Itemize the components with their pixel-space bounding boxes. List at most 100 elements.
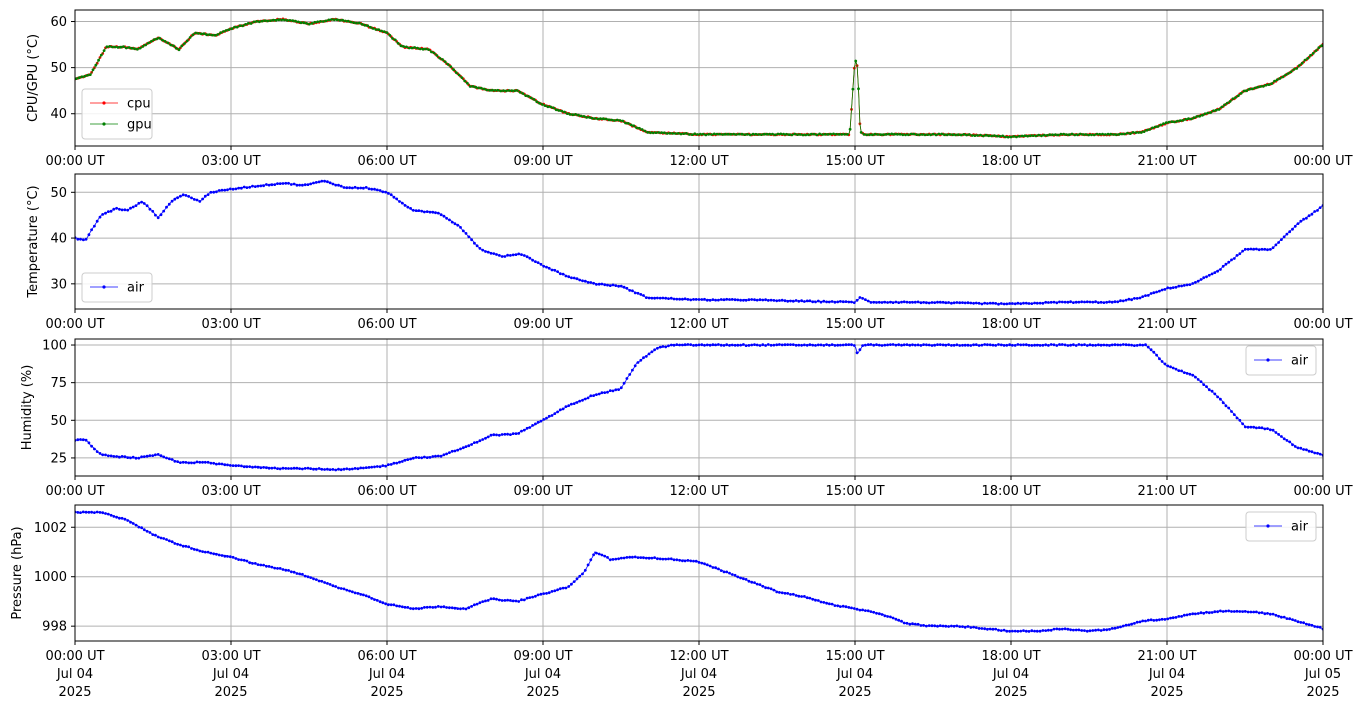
data-point [348,467,351,471]
data-point [869,343,873,346]
data-point [1035,301,1039,305]
data-point [467,444,471,448]
data-point [470,238,473,242]
data-point [242,185,246,189]
data-point [76,438,80,442]
data-point [468,85,472,88]
data-point [1144,343,1147,347]
data-point [715,132,719,136]
data-point [592,394,595,397]
data-point [803,343,806,347]
data-point [532,98,536,101]
data-point [861,344,864,347]
data-point [600,391,604,395]
data-point [633,291,637,295]
x-tick-label: 18:00 UT [981,649,1040,664]
data-point [525,426,529,430]
data-point [672,343,676,347]
data-point [897,343,901,347]
data-point [873,132,877,136]
data-point [184,194,188,197]
data-point [1012,135,1016,138]
data-point [1113,300,1117,304]
data-point [943,133,946,137]
data-point [356,467,360,471]
data-point [636,361,640,364]
data-point [578,399,582,403]
data-point [252,20,256,24]
x-tick-date-label: Jul 04 [524,667,561,682]
data-point [511,432,515,435]
data-point [980,302,984,306]
data-point [687,133,691,136]
data-point [414,607,418,610]
data-point [277,18,281,22]
data-point [833,344,837,347]
data-point [1091,629,1095,632]
data-point [984,133,988,137]
data-point [589,558,593,562]
data-point [1181,119,1185,122]
data-point [945,133,949,137]
data-point [1227,406,1231,410]
data-point [1238,610,1242,613]
data-point [1085,344,1089,347]
data-point [1316,451,1319,455]
data-point [1090,133,1093,137]
data-point [187,461,191,465]
y-tick-label: 75 [50,376,67,391]
data-point [913,300,917,304]
data-point [1224,262,1228,266]
x-tick-label: 09:00 UT [513,317,572,332]
y-tick-label: 998 [42,620,67,635]
data-point [474,85,478,89]
data-point [1087,133,1091,137]
data-point [764,344,767,347]
data-point [140,526,144,530]
data-point [858,608,862,612]
data-point [619,284,623,288]
data-point [162,455,166,459]
data-point [1277,433,1280,436]
data-point [256,184,260,188]
data-point [152,38,156,42]
data-point [883,343,887,347]
data-point [879,133,883,137]
data-point [531,595,534,599]
data-point [1238,252,1242,256]
data-point [345,186,349,190]
data-point [129,456,132,460]
data-point [553,268,557,272]
data-point [1212,109,1215,113]
data-point [511,253,515,257]
data-point [1134,131,1138,135]
data-point [406,458,410,461]
data-point [1216,395,1219,399]
data-point [154,213,157,217]
data-point [270,183,274,187]
data-point [958,301,962,305]
data-point [364,186,368,189]
data-point [170,540,174,544]
data-point [367,466,371,469]
x-tick-label: 00:00 UT [45,484,104,499]
data-point [979,133,982,137]
data-point [938,624,942,627]
data-point [1205,385,1208,388]
data-point [497,598,501,602]
data-point [592,281,595,285]
data-point [669,343,673,347]
data-point [262,184,265,188]
data-point [434,211,437,215]
data-point [156,453,160,456]
data-point [1313,210,1317,213]
data-point [801,133,805,137]
data-point [289,570,293,574]
data-point [941,343,945,347]
data-point [694,298,698,301]
data-point [961,301,964,304]
data-point [696,133,699,136]
y-tick-label: 40 [50,107,67,122]
data-point [916,300,920,304]
data-point [1166,617,1170,621]
